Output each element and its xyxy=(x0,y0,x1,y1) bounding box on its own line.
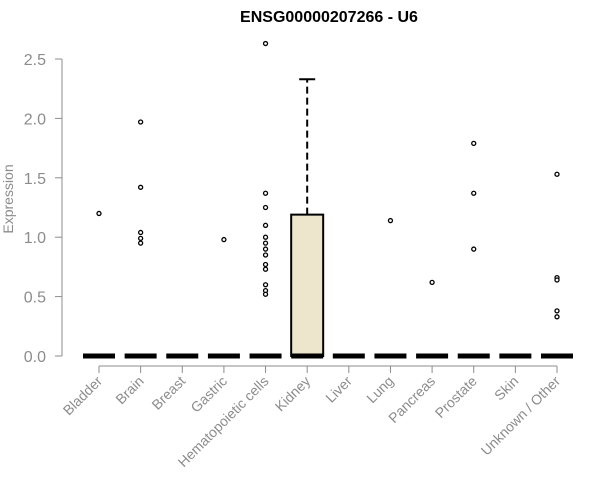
box-bladder xyxy=(83,210,115,359)
outlier-point xyxy=(262,190,269,196)
boxes xyxy=(83,40,573,359)
y-tick-label: 2.5 xyxy=(24,52,46,69)
outlier-point xyxy=(262,266,269,272)
box-lung xyxy=(374,217,407,359)
outlier-point xyxy=(262,204,269,211)
outlier-point xyxy=(471,190,477,196)
y-tick-label: 2.0 xyxy=(24,111,46,128)
outlier-point xyxy=(262,246,269,252)
box-brain xyxy=(124,119,157,359)
outlier-point xyxy=(137,235,144,242)
outlier-point xyxy=(554,314,560,320)
outlier-point xyxy=(96,210,102,217)
outlier-point xyxy=(554,171,560,177)
outlier-point xyxy=(137,240,144,246)
box-pancreas xyxy=(416,279,449,359)
y-axis-label: Expression xyxy=(0,164,16,233)
x-tick-label: Unknown / Other xyxy=(478,373,564,459)
outlier-point xyxy=(262,252,269,258)
x-tick-label: Skin xyxy=(491,373,522,404)
outlier-point xyxy=(262,234,269,240)
x-tick-label: Lung xyxy=(363,373,396,406)
box-hematopoietic-cells xyxy=(249,40,282,359)
y-tick-label: 0.0 xyxy=(24,349,46,366)
outlier-point xyxy=(262,40,269,47)
outlier-point xyxy=(262,240,269,246)
y-axis: 0.0 0.5 1.0 1.5 2.0 2.5 xyxy=(24,52,63,366)
outlier-point xyxy=(471,246,477,252)
outlier-point xyxy=(262,291,269,297)
chart-title: ENSG00000207266 - U6 xyxy=(240,9,418,26)
outlier-point xyxy=(262,261,269,268)
outlier-point xyxy=(554,308,560,314)
outlier-point xyxy=(387,217,394,224)
box-gastric xyxy=(207,236,240,359)
outlier-point xyxy=(429,279,435,285)
x-tick-label: Breast xyxy=(148,373,188,413)
box-kidney xyxy=(290,78,325,359)
outlier-point xyxy=(137,184,144,190)
box-prostate xyxy=(457,140,490,359)
x-tick-label: Prostate xyxy=(432,373,480,421)
outlier-point xyxy=(471,140,477,146)
y-tick-label: 0.5 xyxy=(24,290,46,307)
outlier-point xyxy=(137,119,144,125)
box-unknown-other xyxy=(541,171,573,359)
outlier-point xyxy=(262,222,269,228)
outlier-point xyxy=(221,236,227,243)
x-tick-label: Liver xyxy=(322,373,355,406)
box-rect xyxy=(290,213,325,357)
outlier-point xyxy=(137,229,144,236)
x-tick-label: Brain xyxy=(112,373,146,407)
y-tick-label: 1.0 xyxy=(24,230,46,247)
x-tick-label: Bladder xyxy=(60,373,106,419)
x-tick-label: Kidney xyxy=(272,373,314,415)
outlier-point xyxy=(554,277,560,283)
outlier-point xyxy=(262,282,269,288)
y-tick-label: 1.5 xyxy=(24,171,46,188)
